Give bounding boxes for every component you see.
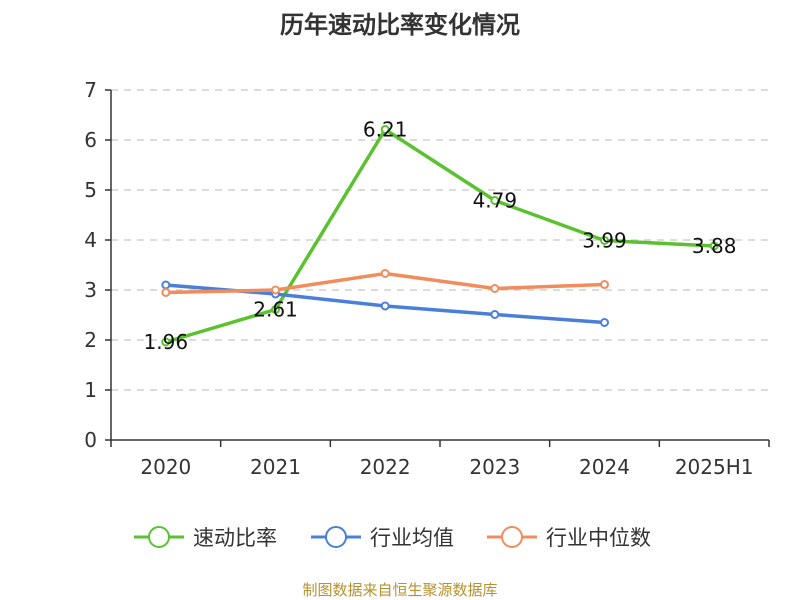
y-tick-label: 4 [84,228,97,252]
axes: 0 1 2 3 4 5 6 7 2020 2021 2022 2023 2024 2025H1 [84,78,770,479]
data-label: 6.21 [363,118,408,142]
y-tick-label: 6 [84,128,97,152]
data-point[interactable] [161,288,171,297]
chart-title: 历年速动比率变化情况 [280,11,520,39]
data-point[interactable] [161,280,171,290]
data-label: 4.79 [473,189,518,213]
series [161,125,719,347]
x-tick-label: 2020 [140,455,191,479]
legend-label: 行业中位数 [546,526,651,550]
x-tick-label: 2021 [250,455,301,479]
data-label: 1.96 [144,330,189,354]
legend-marker [148,526,170,548]
data-label: 2.61 [253,298,298,322]
legend-marker [325,526,347,548]
data-label: 3.99 [582,229,627,253]
data-point[interactable] [600,280,609,289]
data-point[interactable] [490,284,500,293]
legend-item[interactable]: 速动比率 [134,526,277,550]
data-point[interactable] [380,301,390,311]
legend-marker [501,526,523,548]
y-tick-label: 0 [84,428,97,452]
data-point[interactable] [271,285,280,295]
grid [111,89,769,391]
legend[interactable]: 速动比率 行业均值 行业中位数 [134,526,651,550]
legend-item[interactable]: 行业均值 [311,526,454,550]
source-note: 制图数据来自恒生聚源数据库 [302,581,497,599]
data-label: 3.88 [692,234,737,258]
data-labels: 1.96 2.61 6.21 4.79 3.99 3.88 [144,118,737,355]
y-tick-label: 1 [84,378,97,402]
x-tick-label: 2025H1 [675,455,754,479]
data-point[interactable] [490,196,500,205]
data-point[interactable] [490,310,500,319]
data-point[interactable] [600,318,609,327]
data-point[interactable] [709,241,719,251]
data-point[interactable] [161,337,171,347]
x-tick-label: 2022 [360,455,411,479]
data-point[interactable] [380,269,390,278]
data-point[interactable] [380,125,390,134]
legend-item[interactable]: 行业中位数 [487,526,651,550]
y-tick-label: 2 [84,328,97,352]
legend-label: 速动比率 [193,526,277,550]
series-line [165,127,715,344]
x-tick-label: 2024 [579,455,630,479]
x-tick-label: 2023 [469,455,520,479]
y-tick-label: 3 [84,278,97,302]
data-point[interactable] [271,305,280,314]
legend-label: 行业均值 [370,526,454,550]
y-tick-label: 5 [84,178,97,202]
y-tick-label: 7 [84,78,97,102]
data-point[interactable] [600,236,609,245]
